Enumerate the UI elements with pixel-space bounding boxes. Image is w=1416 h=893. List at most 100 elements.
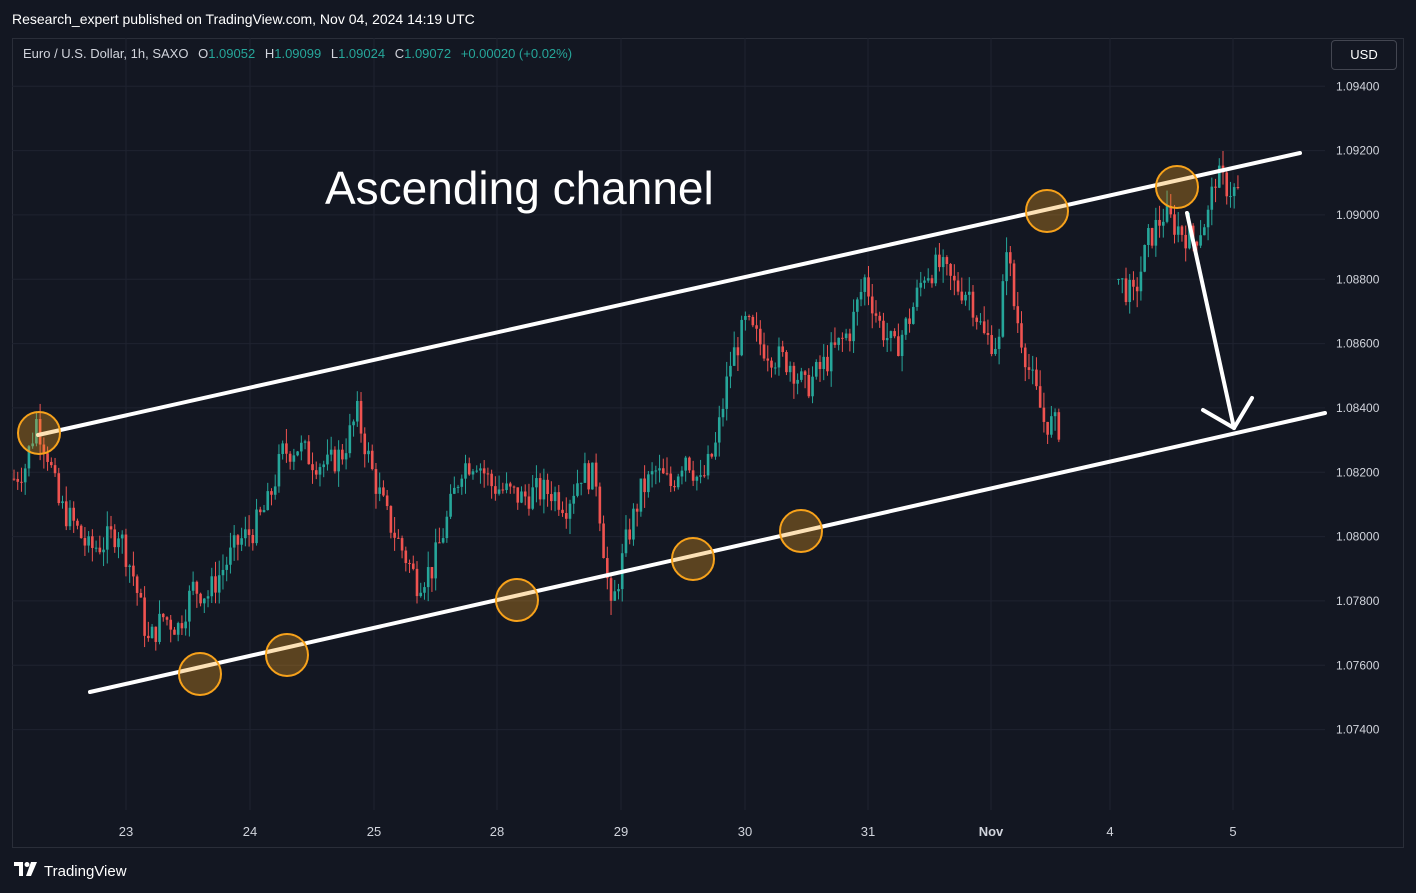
candle-body — [923, 280, 926, 283]
candle-body — [867, 277, 870, 297]
candle-body — [785, 352, 788, 373]
candle-body — [688, 457, 691, 471]
y-tick-label: 1.07800 — [1336, 594, 1380, 608]
candle-body — [579, 482, 583, 484]
candle-body — [1038, 386, 1042, 408]
candle-body — [882, 320, 885, 341]
touch-point-circle — [265, 633, 309, 677]
candle-body — [553, 492, 557, 502]
high-label: H — [264, 46, 275, 61]
tradingview-logo-icon — [14, 862, 38, 881]
candle-body — [1173, 214, 1176, 235]
candle-body — [766, 358, 770, 361]
candle-body — [523, 491, 527, 497]
candle-body — [624, 529, 628, 554]
x-tick-label: 31 — [861, 824, 875, 839]
candle-body — [788, 365, 792, 373]
candle-body — [930, 278, 934, 284]
candle-body — [117, 538, 120, 548]
candle-body — [1195, 241, 1199, 246]
candle-body — [647, 474, 650, 493]
high-value: 1.09099 — [274, 46, 322, 61]
candle-body — [520, 491, 523, 503]
candle-body — [990, 335, 993, 355]
x-tick-label: Nov — [979, 824, 1004, 839]
candle-body — [1150, 228, 1154, 246]
candle-body — [979, 321, 982, 323]
candle-body — [934, 254, 937, 284]
candle-body — [893, 331, 896, 337]
candle-body — [546, 479, 549, 495]
candle-body — [691, 470, 695, 481]
candle-body — [191, 581, 195, 591]
touch-point-circle — [779, 509, 823, 553]
candle-body — [475, 470, 479, 472]
candle-body — [1169, 205, 1173, 215]
candle-body — [826, 356, 829, 372]
chart-frame[interactable] — [12, 38, 1404, 848]
candle-body — [844, 333, 848, 339]
candle-body — [273, 486, 277, 495]
candle-body — [203, 598, 206, 604]
candle-body — [1143, 245, 1146, 272]
touch-point-circle — [178, 652, 222, 696]
candle-body — [609, 578, 613, 601]
candle-body — [1139, 271, 1143, 292]
candle-body — [367, 450, 370, 455]
candle-body — [926, 278, 930, 281]
candle-body — [874, 313, 878, 316]
candle-body — [303, 441, 307, 443]
candle-body — [1005, 252, 1008, 282]
candle-body — [602, 523, 605, 559]
candle-body — [938, 254, 941, 268]
tradingview-logo[interactable]: TradingView — [14, 862, 127, 881]
candle-body — [654, 470, 658, 472]
candle-body — [829, 342, 833, 372]
candle-body — [35, 419, 38, 444]
lower-channel-line — [88, 411, 1327, 694]
candle-body — [281, 443, 284, 455]
candle-body — [729, 365, 732, 377]
touch-point-circle — [495, 578, 539, 622]
candle-body — [113, 529, 117, 548]
low-value: 1.09024 — [338, 46, 386, 61]
candle-body — [363, 433, 367, 455]
candle-body — [490, 473, 493, 487]
candle-body — [352, 421, 355, 426]
candle-body — [374, 469, 378, 494]
symbol-legend[interactable]: Euro / U.S. Dollar, 1h, SAXO O1.09052 H1… — [23, 46, 572, 61]
candle-body — [337, 449, 340, 472]
candle-body — [385, 495, 389, 507]
candle-body — [591, 462, 594, 490]
candle-body — [169, 619, 173, 630]
candle-body — [501, 489, 505, 491]
candle-body — [859, 291, 863, 300]
candle-body — [434, 542, 437, 579]
candle-body — [822, 356, 826, 370]
candle-body — [38, 419, 42, 445]
candle-body — [751, 316, 755, 326]
touch-point-circle — [1025, 189, 1069, 233]
candle-body — [397, 537, 400, 539]
x-tick-label: 5 — [1229, 824, 1236, 839]
candle-body — [467, 463, 471, 475]
candle-body — [516, 487, 520, 503]
currency-button[interactable]: USD — [1331, 40, 1397, 70]
candle-body — [12, 478, 16, 480]
candle-body — [456, 486, 460, 488]
candle-body — [1158, 219, 1161, 226]
candle-body — [982, 321, 986, 333]
candle-body — [1229, 196, 1232, 198]
y-tick-label: 1.08000 — [1336, 530, 1380, 544]
candle-body — [408, 563, 411, 565]
candle-body — [1035, 369, 1038, 387]
candle-body — [27, 446, 31, 469]
candle-body — [94, 547, 98, 549]
candle-body — [900, 334, 904, 357]
candle-body — [535, 478, 538, 488]
candle-body — [725, 376, 729, 409]
symbol-name: Euro / U.S. Dollar, 1h, SAXO — [23, 46, 189, 61]
candle-body — [217, 575, 221, 593]
candle-body — [650, 471, 654, 475]
